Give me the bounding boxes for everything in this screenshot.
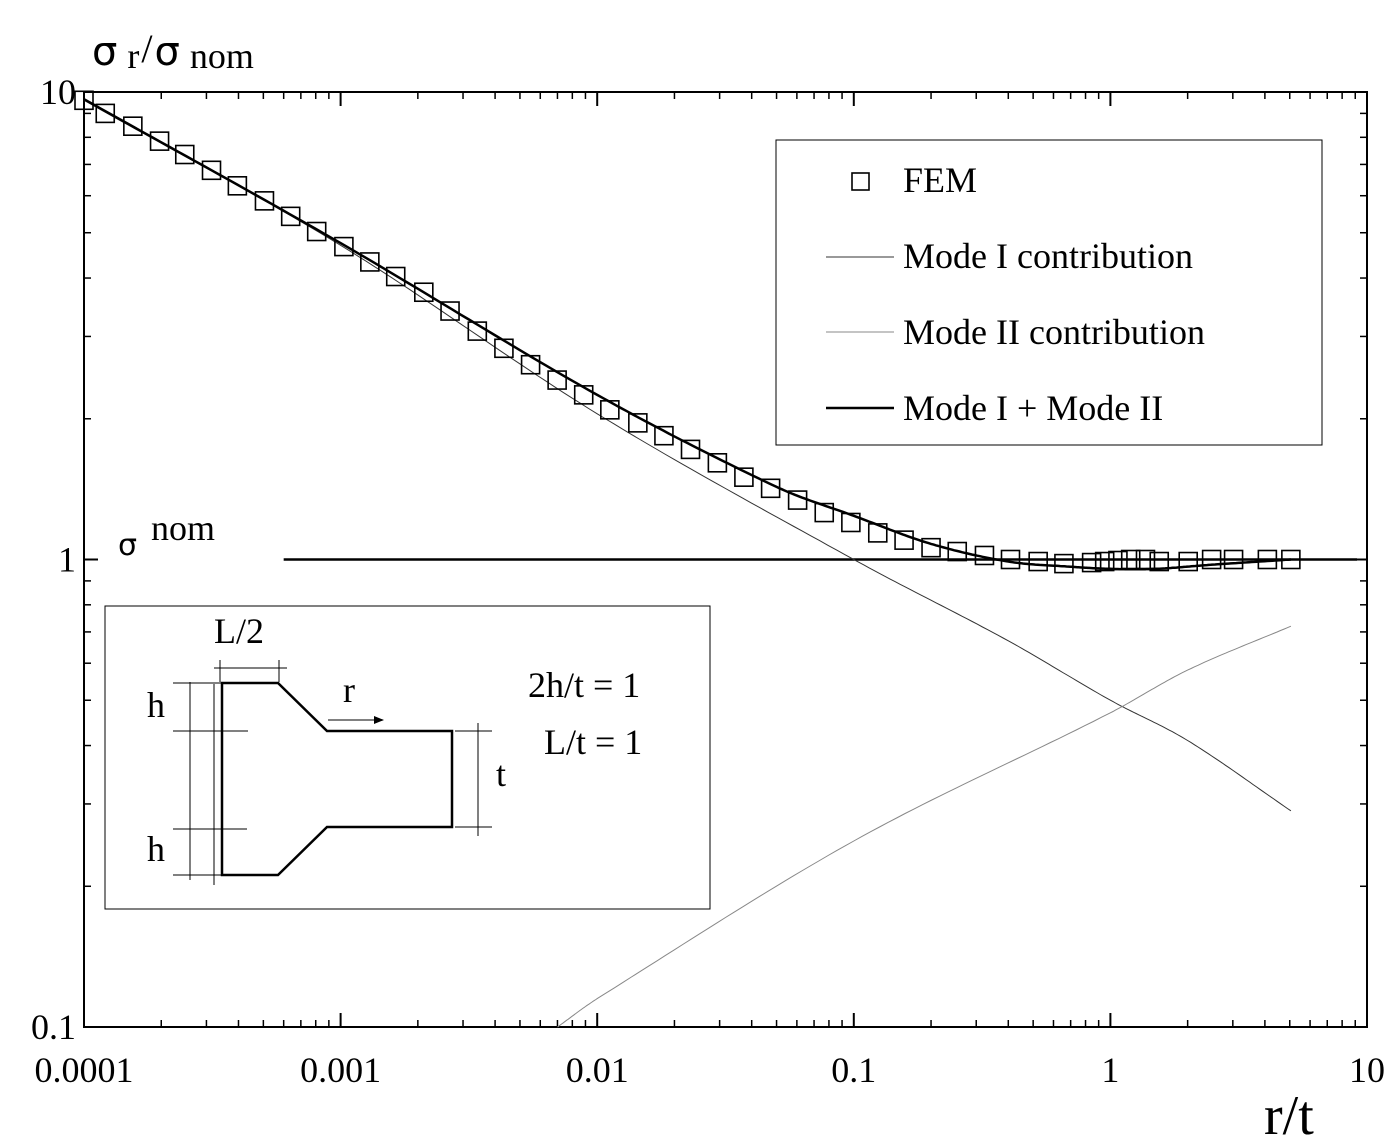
legend-fem-label: FEM (903, 160, 977, 200)
x-tick-label: 1 (1101, 1050, 1119, 1090)
fem-point (1257, 549, 1278, 570)
fem-point (654, 425, 674, 446)
fem-point (414, 282, 434, 303)
y-tick-label: 10 (40, 72, 76, 112)
x-tick-label: 10 (1349, 1050, 1385, 1090)
fem-point (1201, 549, 1222, 570)
inset-note-aspect: 2h/t = 1 (528, 665, 640, 705)
fem-point (1108, 550, 1128, 571)
series-fem-markers (74, 90, 1301, 574)
fem-point (1120, 549, 1141, 570)
series-mode-i-line (83, 99, 1292, 812)
fem-point (254, 191, 275, 211)
fem-point (123, 116, 143, 136)
sigma-nom-sub: nom (151, 508, 215, 548)
fem-point (74, 90, 94, 111)
x-axis-title: r/t (1264, 1085, 1314, 1142)
x-tick-label: 0.01 (566, 1050, 629, 1090)
fem-point (547, 370, 567, 390)
inset-dimension-lines (173, 660, 492, 885)
fem-point (306, 221, 327, 242)
legend-mode-i-label: Mode I contribution (903, 236, 1193, 276)
fem-point (467, 321, 488, 341)
fem-point (1223, 549, 1244, 570)
inset-label-r: r (343, 670, 355, 710)
fem-point (360, 252, 380, 272)
fem-point (1000, 549, 1021, 570)
legend-fem-marker (851, 172, 870, 191)
fem-point (760, 478, 781, 499)
x-tick-label: 0.1 (831, 1050, 876, 1090)
y-tick-label: 0.1 (31, 1007, 76, 1047)
fem-point (734, 467, 754, 487)
inset-specimen-outline (220, 681, 454, 877)
fem-point (227, 176, 248, 196)
fem-point (814, 502, 835, 523)
fem-point (1054, 553, 1074, 574)
fem-point (974, 545, 995, 566)
fem-point (334, 236, 354, 257)
inset-label-h-bottom: h (147, 829, 165, 869)
fem-point (494, 338, 514, 359)
legend-sum-label: Mode I + Mode II (903, 388, 1163, 428)
y-axis-title: σ r/σ nom (92, 26, 254, 76)
fem-point (1028, 551, 1048, 572)
y-axis-sigma: σ (92, 29, 117, 75)
inset-label-t: t (496, 754, 506, 794)
fem-point (280, 206, 301, 227)
legend-box (775, 139, 1323, 446)
fem-point (1281, 549, 1301, 570)
fem-point (149, 131, 170, 151)
fem-point (385, 266, 406, 287)
inset-box (104, 605, 711, 910)
fem-point (1135, 549, 1156, 570)
y-tick-labels: 0.1 1 10 (31, 72, 76, 1047)
fem-point (600, 400, 620, 420)
inset-arrow-head-icon (374, 716, 384, 724)
y-axis-slash: / (141, 26, 153, 71)
fem-point (787, 490, 808, 510)
series-mode-ii-line (557, 625, 1292, 1028)
fem-point (573, 385, 594, 405)
fem-point (867, 523, 888, 543)
fem-point (1094, 551, 1115, 572)
axis-ticks (83, 91, 1368, 1028)
x-tick-label: 0.0001 (35, 1050, 134, 1090)
sigma-nom-label: σ nom (118, 508, 215, 563)
x-tick-label: 0.001 (300, 1050, 381, 1090)
fem-point (707, 453, 728, 473)
fem-point (440, 301, 460, 321)
y-axis-sub-nom: nom (190, 36, 254, 76)
y-axis-sub-r: r (127, 36, 139, 76)
fem-point (1149, 551, 1170, 572)
inset-label-half-length: L/2 (214, 611, 264, 651)
inset-label-h-top: h (147, 685, 165, 725)
fem-point (680, 439, 701, 460)
fem-point (520, 354, 541, 375)
inset: L/2 h h r t 2h/t = 1 L/t = 1 (104, 605, 711, 910)
fem-point (841, 512, 861, 533)
fem-point (921, 537, 941, 558)
fem-point (947, 541, 968, 562)
y-tick-label: 1 (58, 540, 76, 580)
fem-point (174, 144, 195, 165)
inset-note-length: L/t = 1 (544, 722, 642, 762)
legend-mode-ii-label: Mode II contribution (903, 312, 1205, 352)
x-tick-labels: 0.0001 0.001 0.01 0.1 1 10 (35, 1050, 1386, 1090)
legend: FEM Mode I contribution Mode II contribu… (775, 139, 1323, 446)
fem-point (201, 160, 222, 181)
fem-point (1178, 551, 1199, 572)
sigma-nom-sigma: σ (118, 528, 137, 563)
fem-point (628, 413, 648, 433)
y-axis-sigma-2: σ (154, 29, 179, 75)
fem-point (95, 103, 116, 124)
fem-point (1081, 552, 1102, 573)
fem-point (894, 530, 914, 550)
